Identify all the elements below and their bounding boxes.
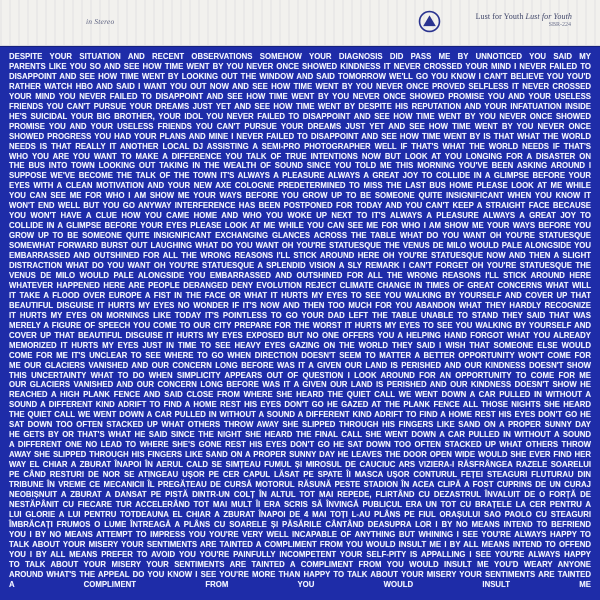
lyrics-line: OUR GLACIERS VANISHED AND OUR CONCERN LO… [9,380,591,390]
lyrics-line: YOUR MIND YOU NEVER FAILED TO DISAPPOINT… [9,91,591,101]
lyrics-line: THE QUIET CALL WE WENT DOWN A CAR PULLED… [9,410,591,420]
release-title: Lust for Youth Lust for Youth [476,12,572,21]
lyrics-line: BEAUTIFUL DISGUISE IT HURTS MY EYES NO W… [9,300,591,310]
lyrics-line: A DIFFERENT ONE NO LEAD TO WHERE SHE'S G… [9,440,591,450]
lyrics-line: IT TAKE A FLOOD OVER EUROPE A FIST IN TH… [9,290,591,300]
lyrics-line: ÎMBRĂCAȚI FRUMOS O LUME ÎNTREAGĂ A PLÂNS… [9,519,591,529]
sleeve-header: in Stereo Lust for Youth Lust for Youth … [0,0,600,46]
lyrics-line: YOU I BY NO MEANS ATTEMPT TO IMPRESS YOU… [9,529,591,539]
lyrics-line: AWAY SHE SLIPPED THROUGH HIS FINGERS LIK… [9,450,591,460]
album-title: Lust for Youth [525,12,572,21]
lyrics-line: SOUND A DIFFERENT KIND ADRIFT TO FIND A … [9,400,591,410]
artist-name: Lust for Youth [475,12,524,21]
lyrics-line: DISAPPOINT AND SEE HOW TIME WENT BY LOOK… [9,71,591,81]
lyrics-line: PE CÂND RESTURI DE NOR SE ATINGEAU UȘOR … [9,470,591,480]
lyrics-line: A COMPLIMENT FROM YOU WOULD INSULT ME [9,579,591,589]
lyrics-line: DESPITE YOUR SITUATION AND RECENT OBSERV… [9,52,591,61]
lyrics-line: WAY EL CHIAR A ZBURAT ÎNAPOI ÎN AERUL CA… [9,460,591,470]
lyrics-line: GROW UP TO BE SOMEONE QUITE INSIGNIFICAN… [9,231,591,241]
record-label-logo-icon [418,10,441,33]
lyrics-panel: DESPITE YOUR SITUATION AND RECENT OBSERV… [0,45,600,600]
lyrics-line: TO TALK ABOUT YOUR MISERY YOUR SENTIMENT… [9,559,591,569]
lyrics-line: COVER UP THAT BEAUTIFUL DISGUISE IT HURT… [9,330,591,340]
lyrics-line: MEMORIZED IT HURTS MY EYES JUST IN TIME … [9,340,591,350]
lyrics-line: EYES WITH A CLEAN MOTIVATION AND YOUR NE… [9,181,591,191]
lyrics-line: ME OUR GLACIERS VANISHED AND OUR CONCERN… [9,360,591,370]
lyrics-line: WHATEVER HAPPENED HERE ARE PEOPLE DERANG… [9,280,591,290]
lyrics-line: THIS UNCERTAINTY WHAT TO DO WHEN SIMPLIC… [9,370,591,380]
lyrics-line: VENUS DE MILO WOULD PALE ALONGSIDE YOU E… [9,270,591,280]
release-info: Lust for Youth Lust for Youth SBR-224 [476,12,572,28]
lyrics-line: RATHER WATCH HBO AND SAID I WANT YOU OUT… [9,81,591,91]
lyrics-line: YOU I BY ALL MEANS PREFER TO AVOID YOU Y… [9,549,591,559]
lyrics-line: THE BUS INTO TOWN LOOKING OUT TAKING IN … [9,161,591,171]
lyrics-line: SHOWED PROGRESS YOU HAD YOUR PLANS AND M… [9,131,591,141]
lyrics-line: PROMISE YOU AND YOUR USELESS FRIENDS YOU… [9,121,591,131]
lyrics-line: SOMEWHAT FORWARD BURST OUT LAUGHING WHAT… [9,241,591,251]
lyrics-line: WON'T END WELL BUT YOU GO ANYWAY INTERFE… [9,201,591,211]
lyrics-line: COLLIDE IN A GLIMPSE BEFORE YOUR EYES PL… [9,221,591,231]
lyrics-line: DISTRACTION WHAT DO YOU WANT OH YOU'RE S… [9,261,591,271]
lyrics-line: YOU CAN SEE ME FOR WHO I AM SHOW ME YOUR… [9,191,591,201]
stereo-label: in Stereo [86,17,115,26]
lyrics-line: LUI GLORIE A LUI PENTRU TOTDEAUNA EL CHI… [9,509,591,519]
lyrics-line: SUPPOSE WE'VE BECOME THE TALK OF THE TOW… [9,171,591,181]
lyrics-line: MERELY A FIGURE OF SPEECH YOU COME TO OU… [9,320,591,330]
lyrics-line: EMBARRASSED AND OUTSHINED FOR ALL THE WR… [9,251,591,261]
lyrics-line: NEOBIȘNUIT A ZBURAT A DANSAT PE PISTĂ DI… [9,489,591,499]
lyrics-line: NESTĂPÂNIT CU FIECARE TUR ACCELERÂND TOT… [9,499,591,509]
lyrics-line: WHO YOU ARE YOU WANT TO MAKE A DIFFERENC… [9,151,591,161]
lyrics-line: REACHED A HIGH PLANK FENCE AND SAID CLOS… [9,390,591,400]
lyrics-line: PARENTS LIKE YOU SO AND SEE HOW TIME WEN… [9,61,591,71]
lyrics-line: HE'S SUICIDAL YOUR BIG BROTHER, YOUR IDO… [9,111,591,121]
lyrics-text: DESPITE YOUR SITUATION AND RECENT OBSERV… [9,52,591,589]
lyrics-line: TALK ABOUT YOUR MISERY YOUR SENTIMENTS A… [9,539,591,549]
lyrics-line: AROUND WHAT'S THE APPEAL DO YOU KNOW I S… [9,569,591,579]
lyrics-line: COME FOR ME IT'S UNCLEAR TO SEE WHERE TO… [9,350,591,360]
lyrics-line: FRIENDS YOU CAN'T PURSUE YOUR DREAMS JUS… [9,101,591,111]
lyrics-line: HE GETS BY OR THAT'S WHAT HE SAID SINCE … [9,430,591,440]
lyrics-line: IT HURTS MY EYES ON MORNINGS LIKE TODAY … [9,310,591,320]
lyrics-line: YOU WON'T HAVE A CLUE HOW YOU CAME HOME … [9,211,591,221]
lyrics-line: NEEDS IS THAT REALLY IT ANOTHER LOCAL DJ… [9,141,591,151]
lyrics-line: TRIBUNE ÎN VREME CE MECANICII ÎL PREGĂTE… [9,479,591,489]
catalog-number: SBR-224 [548,22,571,28]
lyrics-line: SAT DOWN TOO OFTEN STACKED UP WHAT OTHER… [9,420,591,430]
